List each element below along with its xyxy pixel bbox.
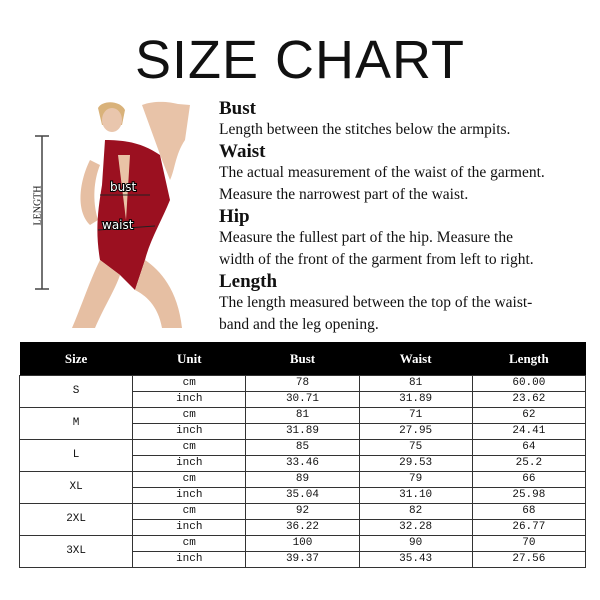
definition-text: Measure the narrowest part of the waist. [219, 186, 469, 203]
unit-cell: inch [132, 423, 247, 440]
bust-cell: 35.04 [245, 487, 360, 504]
table-row: inch 36.22 32.28 26.77 [20, 519, 587, 536]
bust-cell: 31.89 [245, 423, 360, 440]
definition-text: Measure the fullest part of the hip. Mea… [219, 229, 513, 246]
length-cell: 66 [471, 471, 587, 488]
waist-cell: 31.10 [358, 487, 473, 504]
unit-cell: cm [132, 503, 247, 520]
length-cell: 24.41 [471, 423, 587, 440]
unit-cell: inch [132, 391, 247, 408]
waist-cell: 35.43 [358, 551, 473, 568]
length-cell: 70 [471, 535, 587, 552]
model-photo: bust waist [72, 101, 190, 328]
bust-cell: 33.46 [245, 455, 360, 472]
waist-cell: 81 [358, 375, 473, 392]
waist-cell: 32.28 [358, 519, 473, 536]
unit-cell: cm [132, 471, 247, 488]
unit-cell: inch [132, 487, 247, 504]
size-cell: 2XL [18, 503, 134, 536]
table-row: XL cm 89 79 66 [18, 471, 587, 504]
header-bust: Bust [245, 342, 360, 376]
unit-cell: cm [132, 535, 247, 552]
size-cell: S [18, 375, 134, 408]
length-label: LENGTH [32, 185, 44, 226]
definition-text: The actual measurement of the waist of t… [219, 164, 545, 181]
page-title: SIZE CHART [134, 30, 466, 90]
definition-term: Length [219, 271, 278, 292]
unit-cell: inch [132, 519, 247, 536]
header-waist: Waist [359, 342, 473, 376]
table-row: 2XL cm 92 82 68 [18, 503, 587, 536]
bust-cell: 81 [245, 407, 360, 424]
definition-text: width of the front of the garment from l… [219, 251, 534, 268]
waist-cell: 31.89 [358, 391, 473, 408]
waist-cell: 75 [358, 439, 473, 456]
table-row: inch 30.71 31.89 23.62 [20, 391, 587, 408]
table-row: 3XL cm 100 90 70 [18, 535, 587, 568]
definition-text: The length measured between the top of t… [219, 294, 533, 311]
table-header-row: Size Unit Bust Waist Length [19, 342, 586, 376]
bust-label: bust [110, 180, 136, 194]
length-cell: 23.62 [471, 391, 587, 408]
waist-cell: 79 [358, 471, 473, 488]
bust-cell: 39.37 [245, 551, 360, 568]
bust-cell: 30.71 [245, 391, 360, 408]
measurement-definitions: Bust Length between the stitches below t… [219, 98, 589, 336]
header-unit: Unit [132, 342, 246, 376]
table-row: inch 33.46 29.53 25.2 [20, 455, 587, 472]
unit-cell: inch [132, 455, 247, 472]
definition-term: Bust [219, 98, 256, 119]
waist-cell: 29.53 [358, 455, 473, 472]
bust-cell: 89 [245, 471, 360, 488]
waist-cell: 82 [358, 503, 473, 520]
length-indicator [35, 135, 49, 290]
header-length: Length [472, 342, 586, 376]
waist-label: waist [102, 218, 134, 232]
unit-cell: inch [132, 551, 247, 568]
definition-text: band and the leg opening. [219, 316, 379, 333]
size-cell: L [18, 439, 134, 472]
waist-cell: 90 [358, 535, 473, 552]
unit-cell: cm [132, 407, 247, 424]
length-cell: 25.98 [471, 487, 587, 504]
length-cell: 62 [471, 407, 587, 424]
definition-term: Hip [219, 206, 250, 227]
table-row: inch 39.37 35.43 27.56 [20, 551, 587, 568]
table-row: inch 35.04 31.10 25.98 [20, 487, 587, 504]
definition-term: Waist [219, 141, 266, 162]
bust-cell: 85 [245, 439, 360, 456]
length-cell: 68 [471, 503, 587, 520]
length-cell: 25.2 [471, 455, 587, 472]
length-cell: 27.56 [471, 551, 587, 568]
definition-text: Length between the stitches below the ar… [219, 121, 511, 138]
bust-cell: 36.22 [245, 519, 360, 536]
waist-cell: 27.95 [358, 423, 473, 440]
size-cell: M [18, 407, 134, 440]
unit-cell: cm [132, 375, 247, 392]
unit-cell: cm [132, 439, 247, 456]
header-size: Size [19, 342, 133, 376]
bust-cell: 92 [245, 503, 360, 520]
size-cell: XL [18, 471, 134, 504]
bust-cell: 100 [245, 535, 360, 552]
length-cell: 60.00 [471, 375, 587, 392]
waist-cell: 71 [358, 407, 473, 424]
length-cell: 26.77 [471, 519, 587, 536]
length-cell: 64 [471, 439, 587, 456]
size-cell: 3XL [18, 535, 134, 568]
bust-cell: 78 [245, 375, 360, 392]
